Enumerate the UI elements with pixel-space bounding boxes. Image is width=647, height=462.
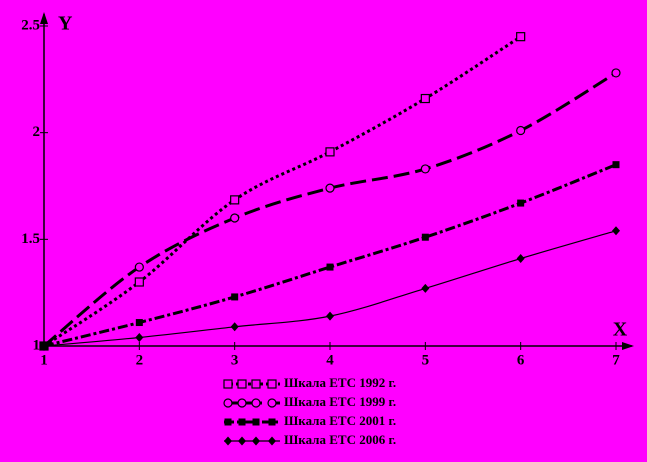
legend-text: Шкала ЕТС 2006 г. (284, 432, 396, 447)
legend-text: Шкала ЕТС 1992 г. (284, 375, 396, 390)
marker (230, 195, 240, 205)
marker (134, 262, 144, 272)
marker (135, 332, 144, 342)
marker (134, 277, 144, 287)
marker (517, 199, 525, 207)
x-tick-label: 7 (612, 352, 620, 368)
legend-text: Шкала ЕТС 1999 г. (284, 394, 396, 409)
x-tick-label: 2 (136, 352, 144, 368)
y-tick-label: 1 (33, 337, 41, 353)
marker (268, 418, 276, 426)
y-axis-label: Y (58, 13, 73, 35)
marker (326, 263, 334, 271)
marker (238, 418, 246, 426)
marker (251, 379, 261, 389)
x-tick-label: 5 (422, 352, 430, 368)
marker (237, 398, 247, 408)
marker (420, 93, 430, 104)
marker (230, 322, 239, 332)
marker (268, 436, 276, 446)
y-tick-label: 1.5 (21, 231, 40, 247)
marker (231, 293, 239, 301)
marker (252, 436, 260, 446)
marker (223, 398, 233, 408)
marker (516, 32, 526, 42)
x-axis-label: X (613, 319, 628, 341)
y-tick-label: 2 (33, 124, 41, 140)
y-arrow (40, 12, 48, 24)
x-tick-label: 4 (326, 352, 334, 368)
marker (237, 379, 247, 389)
marker (223, 379, 233, 389)
marker (516, 254, 525, 264)
marker (135, 319, 143, 327)
marker (251, 398, 261, 408)
marker (516, 125, 526, 136)
marker (252, 418, 260, 426)
x-arrow (622, 342, 634, 350)
marker (325, 147, 335, 157)
marker (230, 213, 240, 223)
marker (420, 164, 430, 174)
x-tick-label: 1 (40, 352, 48, 368)
marker (325, 183, 335, 193)
marker (421, 233, 429, 241)
marker (40, 341, 48, 351)
marker (267, 379, 277, 389)
marker (612, 226, 620, 236)
marker (238, 436, 246, 446)
marker (612, 161, 620, 169)
marker (326, 311, 334, 321)
marker (224, 436, 232, 446)
x-tick-label: 3 (231, 352, 239, 368)
legend-text: Шкала ЕТС 2001 г. (284, 413, 396, 428)
series-line (43, 71, 617, 348)
y-tick-label: 2.5 (21, 17, 40, 33)
marker (611, 68, 621, 78)
x-tick-label: 6 (517, 352, 525, 368)
series-line (43, 35, 522, 348)
marker (267, 398, 277, 408)
marker (421, 283, 430, 293)
marker (224, 418, 232, 426)
